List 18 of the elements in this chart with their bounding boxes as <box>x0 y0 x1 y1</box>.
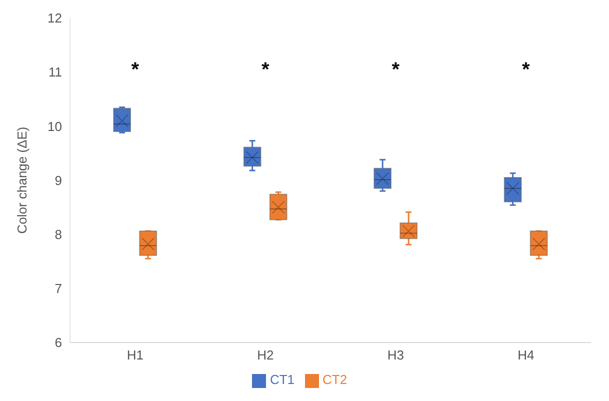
y-tick-label: 8 <box>54 226 62 242</box>
y-tick-label: 7 <box>54 280 62 296</box>
annotation: * <box>261 59 270 81</box>
y-tick-label: 6 <box>54 335 62 350</box>
y-axis-title: Color change (ΔE) <box>14 126 30 234</box>
x-tick-label: H1 <box>126 348 144 363</box>
legend-label: CT1 <box>270 372 294 388</box>
x-tick-label: H2 <box>257 348 274 363</box>
y-tick-label: 12 <box>48 10 62 26</box>
annotation: * <box>131 59 140 81</box>
annotation: * <box>522 59 530 81</box>
x-tick-label: H3 <box>387 348 404 363</box>
y-tick-label: 11 <box>48 64 62 80</box>
y-tick-label: 10 <box>48 118 62 134</box>
legend-label: CT2 <box>322 372 348 388</box>
x-tick-label: H4 <box>518 348 534 363</box>
y-tick-label: 9 <box>54 172 62 188</box>
annotation: * <box>392 59 400 81</box>
